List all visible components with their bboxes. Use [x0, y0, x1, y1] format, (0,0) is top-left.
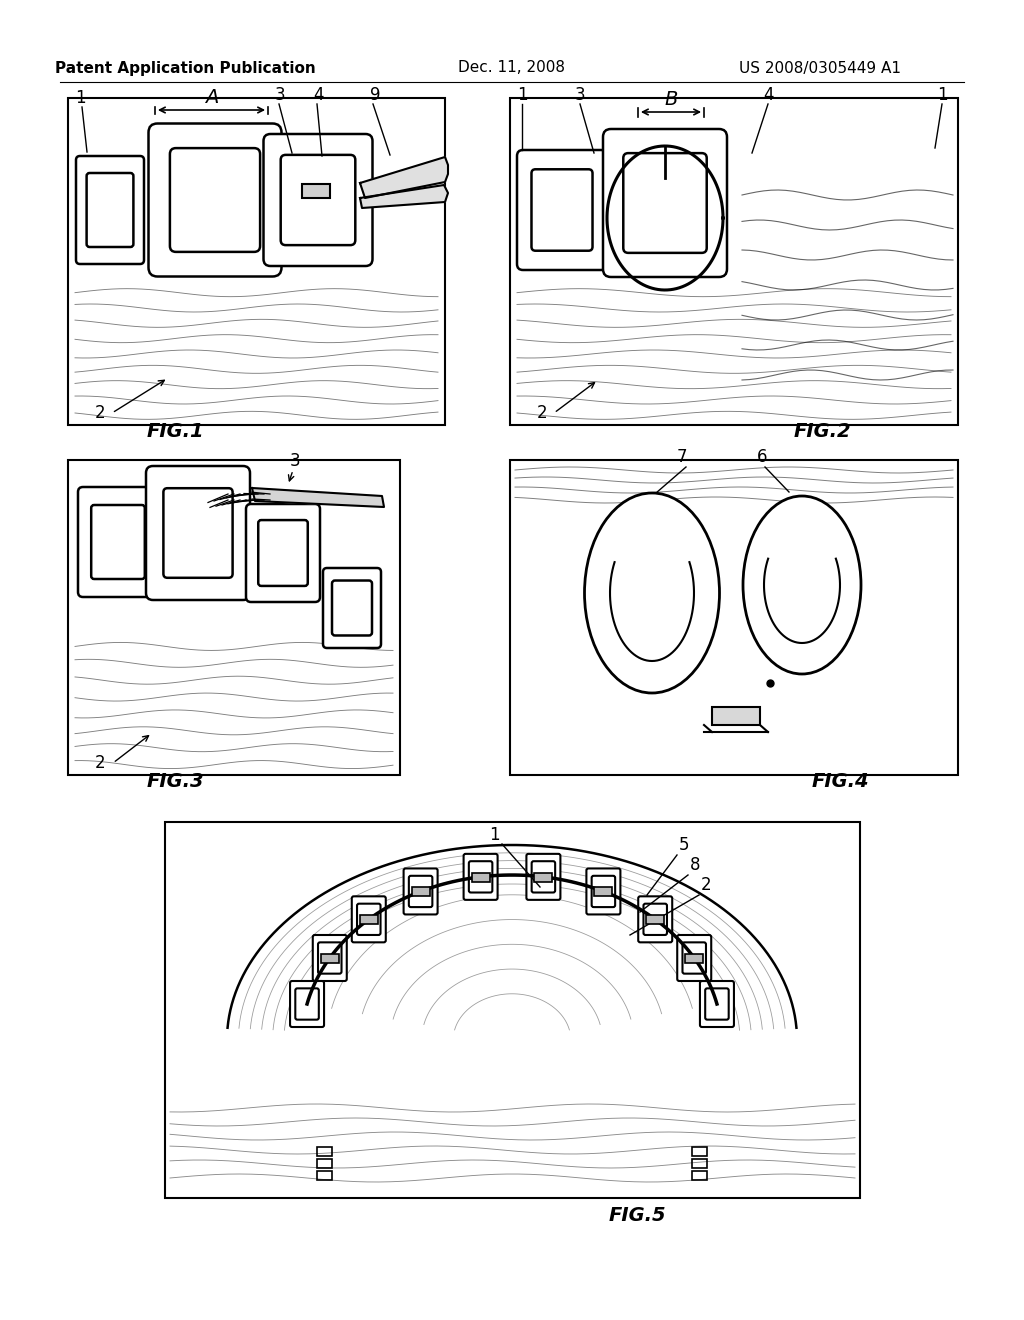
FancyBboxPatch shape	[592, 875, 615, 907]
FancyBboxPatch shape	[352, 896, 386, 942]
Bar	[692, 1159, 708, 1168]
FancyBboxPatch shape	[87, 173, 133, 247]
FancyBboxPatch shape	[526, 854, 560, 900]
FancyBboxPatch shape	[643, 904, 667, 935]
Bar	[594, 887, 612, 896]
FancyBboxPatch shape	[706, 989, 729, 1019]
FancyBboxPatch shape	[603, 129, 727, 277]
Bar	[412, 887, 430, 896]
Text: FIG.2: FIG.2	[794, 422, 851, 441]
FancyBboxPatch shape	[409, 875, 432, 907]
FancyBboxPatch shape	[76, 156, 144, 264]
Text: 4: 4	[312, 86, 324, 104]
FancyBboxPatch shape	[281, 154, 355, 246]
FancyBboxPatch shape	[295, 989, 318, 1019]
Text: 8: 8	[690, 855, 700, 874]
FancyBboxPatch shape	[531, 169, 593, 251]
Bar	[359, 915, 378, 924]
FancyBboxPatch shape	[263, 135, 373, 267]
FancyBboxPatch shape	[78, 487, 158, 597]
FancyBboxPatch shape	[258, 520, 308, 586]
FancyBboxPatch shape	[464, 854, 498, 900]
Polygon shape	[360, 157, 449, 198]
Text: 3: 3	[274, 86, 286, 104]
FancyBboxPatch shape	[677, 935, 712, 981]
Bar	[685, 954, 703, 964]
Ellipse shape	[585, 492, 720, 693]
Bar	[316, 1171, 332, 1180]
Text: US 2008/0305449 A1: US 2008/0305449 A1	[739, 61, 901, 75]
Text: 3: 3	[574, 86, 586, 104]
Text: FIG.3: FIG.3	[146, 772, 204, 791]
Bar	[316, 1147, 332, 1156]
Text: 3: 3	[290, 451, 300, 470]
Text: B: B	[665, 90, 678, 110]
FancyBboxPatch shape	[403, 869, 437, 915]
FancyBboxPatch shape	[290, 981, 324, 1027]
FancyBboxPatch shape	[587, 869, 621, 915]
FancyBboxPatch shape	[682, 942, 706, 974]
Text: 9: 9	[370, 86, 380, 104]
Bar	[712, 708, 760, 725]
Text: 2: 2	[94, 404, 105, 422]
Text: Dec. 11, 2008: Dec. 11, 2008	[459, 61, 565, 75]
FancyBboxPatch shape	[318, 942, 342, 974]
FancyBboxPatch shape	[146, 466, 250, 601]
Text: FIG.5: FIG.5	[608, 1206, 666, 1225]
Text: 1: 1	[517, 86, 527, 104]
FancyBboxPatch shape	[164, 488, 232, 578]
FancyBboxPatch shape	[148, 124, 282, 276]
Polygon shape	[360, 185, 449, 209]
Text: 1: 1	[75, 88, 85, 107]
FancyBboxPatch shape	[170, 148, 260, 252]
FancyBboxPatch shape	[624, 153, 707, 253]
Text: 1: 1	[488, 826, 500, 843]
Text: 2: 2	[537, 404, 547, 422]
FancyBboxPatch shape	[700, 981, 734, 1027]
Bar	[692, 1147, 708, 1156]
Text: FIG.4: FIG.4	[811, 772, 868, 791]
FancyBboxPatch shape	[312, 935, 347, 981]
Bar	[321, 954, 339, 964]
Text: 6: 6	[757, 447, 767, 466]
FancyBboxPatch shape	[469, 861, 493, 892]
Bar	[316, 1159, 332, 1168]
Bar	[472, 873, 489, 882]
Bar	[302, 183, 330, 198]
FancyBboxPatch shape	[332, 581, 372, 635]
Text: A: A	[206, 88, 219, 107]
FancyBboxPatch shape	[638, 896, 672, 942]
Text: 2: 2	[94, 754, 105, 772]
Text: Patent Application Publication: Patent Application Publication	[54, 61, 315, 75]
Text: 4: 4	[763, 86, 773, 104]
Text: 5: 5	[679, 836, 689, 854]
Polygon shape	[252, 488, 384, 507]
Ellipse shape	[743, 496, 861, 675]
FancyBboxPatch shape	[246, 504, 319, 602]
Text: FIG.1: FIG.1	[146, 422, 204, 441]
Text: 7: 7	[677, 447, 687, 466]
FancyBboxPatch shape	[91, 506, 144, 579]
Bar	[535, 873, 552, 882]
FancyBboxPatch shape	[357, 904, 381, 935]
Bar	[646, 915, 665, 924]
Text: 1: 1	[937, 86, 947, 104]
Bar	[692, 1171, 708, 1180]
FancyBboxPatch shape	[323, 568, 381, 648]
FancyBboxPatch shape	[531, 861, 555, 892]
Text: 2: 2	[700, 876, 712, 894]
FancyBboxPatch shape	[517, 150, 607, 271]
